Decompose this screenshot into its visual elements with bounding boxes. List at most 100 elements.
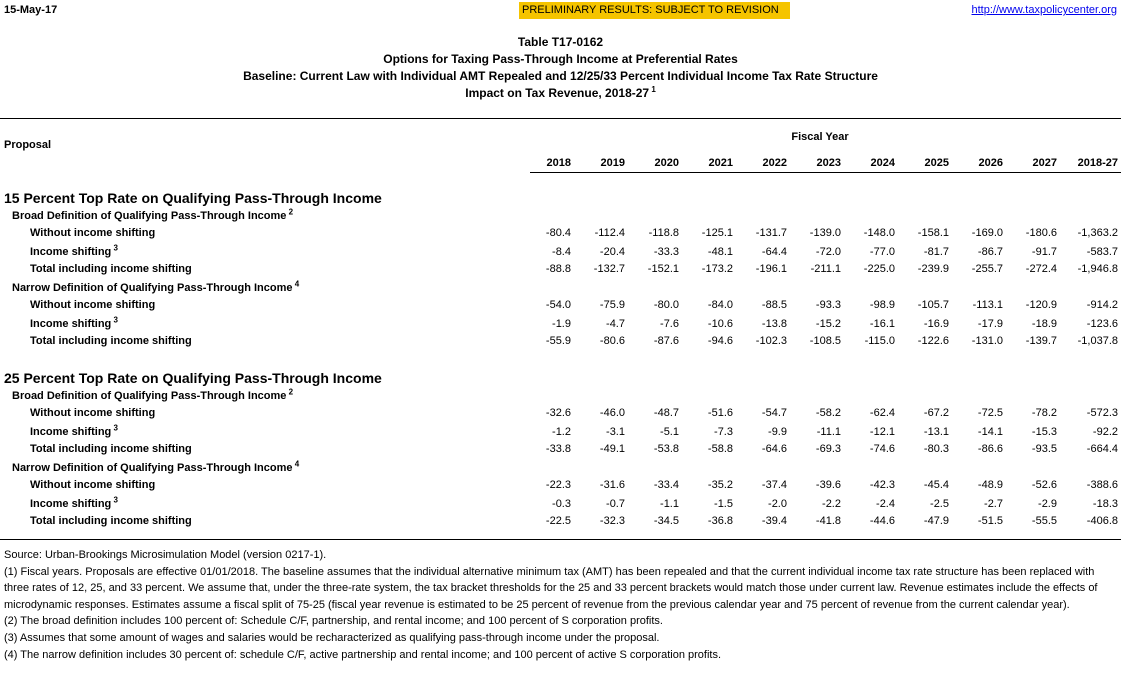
cell-value: -148.0 [863, 227, 895, 239]
cell-value: -92.2 [1092, 426, 1118, 438]
cell-value: -8.4 [552, 246, 571, 258]
column-header: 2018-27 [1077, 157, 1118, 169]
cell-value: -14.1 [977, 426, 1003, 438]
cell-value: -102.3 [755, 335, 787, 347]
group-label: Narrow Definition of Qualifying Pass-Thr… [12, 279, 300, 294]
row-label: Without income shifting [30, 479, 156, 491]
cell-value: -32.6 [545, 407, 571, 419]
column-header: 2024 [870, 157, 895, 169]
cell-value: -52.6 [1031, 479, 1057, 491]
cell-value: -122.6 [917, 335, 949, 347]
cell-value: -98.9 [869, 299, 895, 311]
cell-value: -91.7 [1031, 246, 1057, 258]
cell-value: -2.2 [822, 498, 841, 510]
cell-value: -12.1 [869, 426, 895, 438]
cell-value: -55.9 [545, 335, 571, 347]
cell-value: -15.2 [815, 318, 841, 330]
cell-value: -13.8 [761, 318, 787, 330]
footnote-marker: 2 [286, 387, 294, 397]
cell-value: -51.6 [707, 407, 733, 419]
cell-value: -1,946.8 [1077, 263, 1118, 275]
cell-value: -139.0 [809, 227, 841, 239]
cell-value: -5.1 [660, 426, 679, 438]
notes: Source: Urban-Brookings Microsimulation … [4, 547, 1114, 663]
cell-value: -0.3 [552, 498, 571, 510]
cell-value: -13.1 [923, 426, 949, 438]
cell-value: -255.7 [971, 263, 1003, 275]
title-line: Baseline: Current Law with Individual AM… [243, 69, 878, 83]
row-label: Without income shifting [30, 407, 156, 419]
cell-value: -80.0 [653, 299, 679, 311]
cell-value: -37.4 [761, 479, 787, 491]
cell-value: -914.2 [1086, 299, 1118, 311]
row-label: Total including income shifting [30, 515, 192, 527]
header-rule [530, 172, 1121, 173]
cell-value: -15.3 [1031, 426, 1057, 438]
cell-value: -44.6 [869, 515, 895, 527]
group-label: Broad Definition of Qualifying Pass-Thro… [12, 387, 294, 402]
row-label: Without income shifting [30, 299, 156, 311]
cell-value: -78.2 [1031, 407, 1057, 419]
cell-value: -94.6 [707, 335, 733, 347]
cell-value: -48.7 [653, 407, 679, 419]
cell-value: -7.3 [714, 426, 733, 438]
footnote-marker: 4 [292, 459, 300, 469]
cell-value: -20.4 [599, 246, 625, 258]
cell-value: -11.1 [816, 426, 841, 438]
cell-value: -48.9 [977, 479, 1003, 491]
date: 15-May-17 [4, 4, 58, 16]
cell-value: -583.7 [1086, 246, 1118, 258]
cell-value: -0.7 [606, 498, 625, 510]
cell-value: -80.6 [599, 335, 625, 347]
cell-value: -88.8 [545, 263, 571, 275]
column-header: 2018 [546, 157, 571, 169]
footnote-marker: 3 [111, 243, 118, 253]
cell-value: -36.8 [707, 515, 733, 527]
cell-value: -87.6 [653, 335, 679, 347]
cell-value: -572.3 [1086, 407, 1118, 419]
cell-value: -7.6 [660, 318, 679, 330]
footnote-marker: 3 [111, 423, 118, 433]
cell-value: -2.5 [930, 498, 949, 510]
cell-value: -80.3 [923, 443, 949, 455]
cell-value: -62.4 [869, 407, 895, 419]
cell-value: -239.9 [917, 263, 949, 275]
cell-value: -22.3 [545, 479, 571, 491]
cell-value: -169.0 [971, 227, 1003, 239]
cell-value: -18.3 [1092, 498, 1118, 510]
url-link[interactable]: http://www.taxpolicycenter.org [971, 4, 1117, 16]
title-line: Table T17-0162 [517, 35, 604, 49]
cell-value: -39.4 [761, 515, 787, 527]
bottom-rule [0, 539, 1121, 540]
footnote-marker: 3 [111, 495, 118, 505]
cell-value: -64.6 [761, 443, 787, 455]
note: Source: Urban-Brookings Microsimulation … [4, 549, 327, 561]
cell-value: -123.6 [1086, 318, 1118, 330]
cell-value: -1.1 [660, 498, 679, 510]
cell-value: -125.1 [701, 227, 733, 239]
cell-value: -53.8 [653, 443, 679, 455]
footnote-marker: 2 [286, 207, 294, 217]
cell-value: -211.1 [810, 263, 841, 275]
cell-value: -35.2 [707, 479, 733, 491]
group-header: Fiscal Year [791, 131, 849, 143]
cell-value: -139.7 [1025, 335, 1057, 347]
cell-value: -74.6 [869, 443, 895, 455]
cell-value: -105.7 [917, 299, 949, 311]
cell-value: -93.3 [815, 299, 841, 311]
cell-value: -39.6 [815, 479, 841, 491]
cell-value: -80.4 [545, 227, 571, 239]
cell-value: -33.8 [545, 443, 571, 455]
cell-value: -54.7 [761, 407, 787, 419]
section-title: 25 Percent Top Rate on Qualifying Pass-T… [4, 370, 382, 386]
cell-value: -84.0 [707, 299, 733, 311]
row-label: Without income shifting [30, 227, 156, 239]
cell-value: -388.6 [1086, 479, 1118, 491]
note: (1) Fiscal years. Proposals are effectiv… [4, 565, 1098, 611]
cell-value: -72.0 [815, 246, 841, 258]
group-label: Narrow Definition of Qualifying Pass-Thr… [12, 459, 300, 474]
cell-value: -131.0 [971, 335, 1003, 347]
row-label: Income shifting 3 [30, 495, 118, 510]
cell-value: -4.7 [606, 318, 625, 330]
